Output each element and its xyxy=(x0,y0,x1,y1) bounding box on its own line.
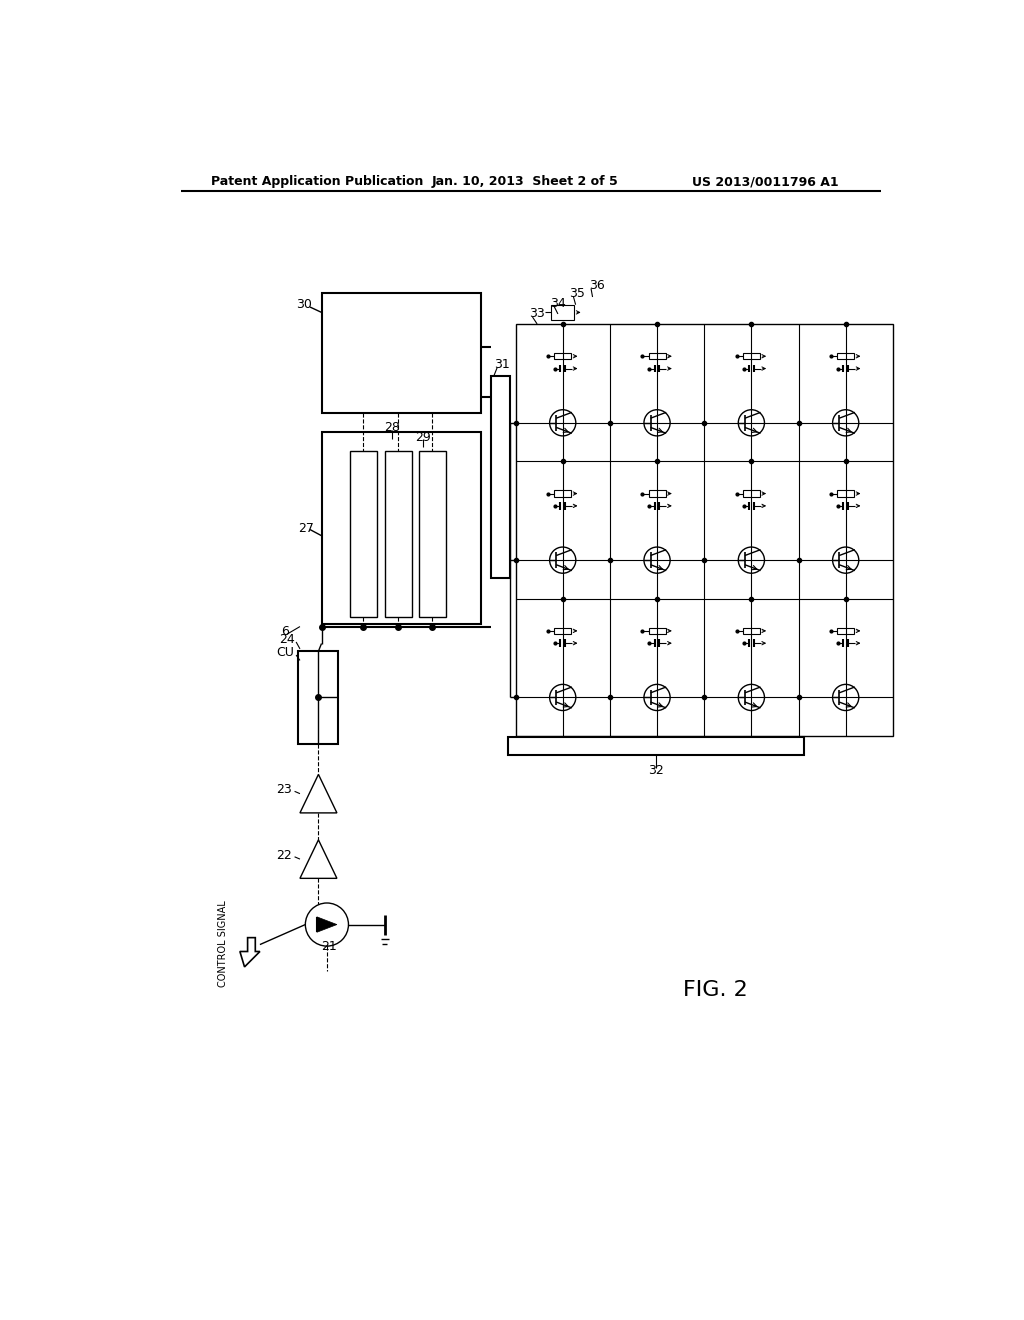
Polygon shape xyxy=(316,917,337,932)
Bar xyxy=(742,491,760,496)
Text: CONTROL SIGNAL: CONTROL SIGNAL xyxy=(218,900,228,987)
Text: 28: 28 xyxy=(384,421,400,434)
Bar xyxy=(648,491,666,496)
Bar xyxy=(515,323,893,737)
Bar xyxy=(742,354,760,359)
Text: 27: 27 xyxy=(298,521,314,535)
Bar xyxy=(648,354,666,359)
Text: 29: 29 xyxy=(416,430,431,444)
Text: Patent Application Publication: Patent Application Publication xyxy=(211,176,424,187)
Bar xyxy=(838,628,854,634)
Bar xyxy=(419,451,446,616)
Bar xyxy=(551,305,574,321)
Text: Jan. 10, 2013  Sheet 2 of 5: Jan. 10, 2013 Sheet 2 of 5 xyxy=(431,176,618,187)
Text: 22: 22 xyxy=(276,849,292,862)
Bar xyxy=(322,293,481,412)
Bar xyxy=(385,451,412,616)
Text: 36: 36 xyxy=(589,279,604,292)
Bar xyxy=(838,491,854,496)
Text: US 2013/0011796 A1: US 2013/0011796 A1 xyxy=(692,176,839,187)
Text: 23: 23 xyxy=(276,783,292,796)
Bar xyxy=(322,432,481,624)
Bar xyxy=(508,738,804,755)
Text: 33: 33 xyxy=(528,308,545,321)
Bar xyxy=(742,628,760,634)
Text: 35: 35 xyxy=(569,286,586,300)
Text: 6: 6 xyxy=(281,626,289,639)
Text: 21: 21 xyxy=(322,940,337,953)
Text: 24: 24 xyxy=(279,634,295,647)
Text: FIG. 2: FIG. 2 xyxy=(683,979,749,1001)
Bar xyxy=(648,628,666,634)
Text: 30: 30 xyxy=(296,298,312,312)
Bar xyxy=(554,628,571,634)
Bar xyxy=(490,376,510,578)
Text: CU: CU xyxy=(276,647,295,659)
Bar xyxy=(554,354,571,359)
Bar xyxy=(838,354,854,359)
Bar xyxy=(350,451,377,616)
Bar xyxy=(554,491,571,496)
Text: 32: 32 xyxy=(648,764,664,777)
Bar xyxy=(298,651,339,743)
Text: 31: 31 xyxy=(494,358,510,371)
Text: 34: 34 xyxy=(550,297,566,310)
